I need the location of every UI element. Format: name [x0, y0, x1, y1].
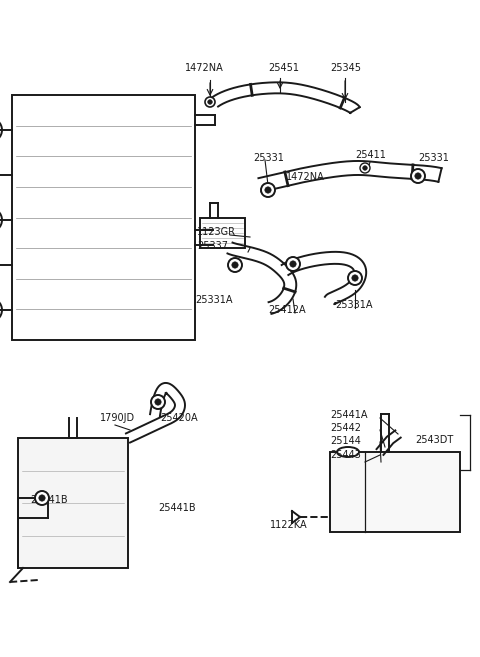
Text: 25331A: 25331A [195, 295, 232, 305]
Ellipse shape [337, 447, 359, 457]
Text: 25345: 25345 [330, 63, 361, 73]
Circle shape [35, 491, 49, 505]
Circle shape [415, 173, 421, 179]
Text: 25451: 25451 [268, 63, 299, 73]
Text: 25443: 25443 [330, 450, 361, 460]
Text: 25331: 25331 [253, 153, 284, 163]
Bar [12, 95, 195, 340]
Circle shape [205, 97, 215, 107]
Bar [200, 218, 245, 248]
Circle shape [155, 399, 161, 405]
Circle shape [352, 275, 358, 281]
Text: 1123GR: 1123GR [197, 227, 236, 237]
Circle shape [228, 258, 242, 272]
Circle shape [39, 495, 45, 501]
Text: 25441B: 25441B [30, 495, 68, 505]
Text: 2543DT: 2543DT [415, 435, 453, 445]
Circle shape [290, 261, 296, 267]
Bar [18, 438, 128, 568]
Circle shape [411, 169, 425, 183]
Text: 25412A: 25412A [268, 305, 306, 315]
Circle shape [232, 262, 238, 268]
Circle shape [348, 271, 362, 285]
Text: 25411: 25411 [355, 150, 386, 160]
Text: 25144: 25144 [330, 436, 361, 446]
Circle shape [360, 163, 370, 173]
Circle shape [286, 257, 300, 271]
Text: 1122KA: 1122KA [270, 520, 308, 530]
Text: 25331: 25331 [418, 153, 449, 163]
Text: 1790JD: 1790JD [100, 413, 135, 423]
Bar [330, 452, 460, 532]
Circle shape [151, 395, 165, 409]
Text: 1472NA: 1472NA [185, 63, 224, 73]
Circle shape [265, 187, 271, 193]
Text: 25441B: 25441B [158, 503, 196, 513]
Circle shape [208, 100, 212, 104]
Text: 25331A: 25331A [335, 300, 372, 310]
Text: 25420A: 25420A [160, 413, 198, 423]
Text: 25441A: 25441A [330, 410, 368, 420]
Text: 1472NA: 1472NA [286, 172, 325, 182]
Text: 25442: 25442 [330, 423, 361, 433]
Circle shape [363, 166, 367, 170]
Text: 25337: 25337 [197, 241, 228, 251]
Circle shape [261, 183, 275, 197]
